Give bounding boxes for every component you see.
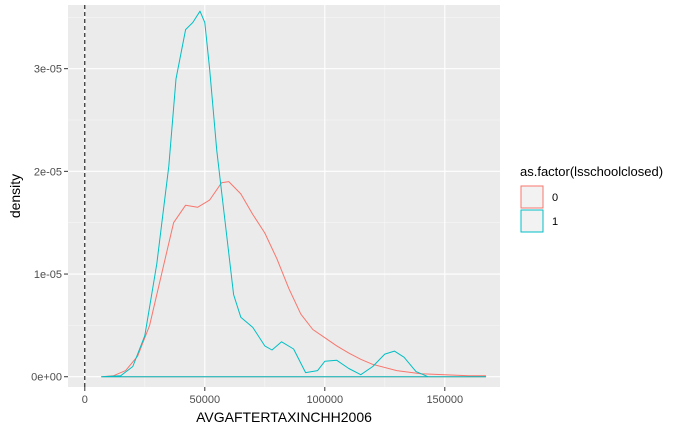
legend-label-1: 1	[552, 216, 558, 228]
x-axis-title: AVGAFTERTAXINCHH2006	[196, 409, 372, 425]
x-tick-label: 100000	[306, 394, 343, 406]
legend: as.factor(lsschoolclosed) 0 1	[520, 164, 663, 233]
x-tick-label: 150000	[426, 394, 463, 406]
plot-panel	[68, 5, 500, 387]
x-tick-label: 50000	[190, 394, 221, 406]
legend-key-0	[520, 185, 544, 209]
x-axis: 0 50000 100000 150000	[82, 387, 463, 406]
series-layer	[101, 10, 487, 378]
density-curve-1	[101, 10, 487, 378]
y-axis-title: density	[7, 174, 23, 218]
y-tick-label: 3e-05	[34, 64, 62, 76]
legend-key-1	[520, 209, 544, 233]
x-tick-label: 0	[82, 394, 88, 406]
y-tick-label: 0e+00	[31, 372, 62, 384]
y-axis: 0e+00 1e-05 2e-05 3e-05	[31, 64, 68, 384]
y-tick-label: 1e-05	[34, 269, 62, 281]
legend-title: as.factor(lsschoolclosed)	[520, 164, 663, 179]
legend-label-0: 0	[552, 192, 558, 204]
y-tick-label: 2e-05	[34, 166, 62, 178]
